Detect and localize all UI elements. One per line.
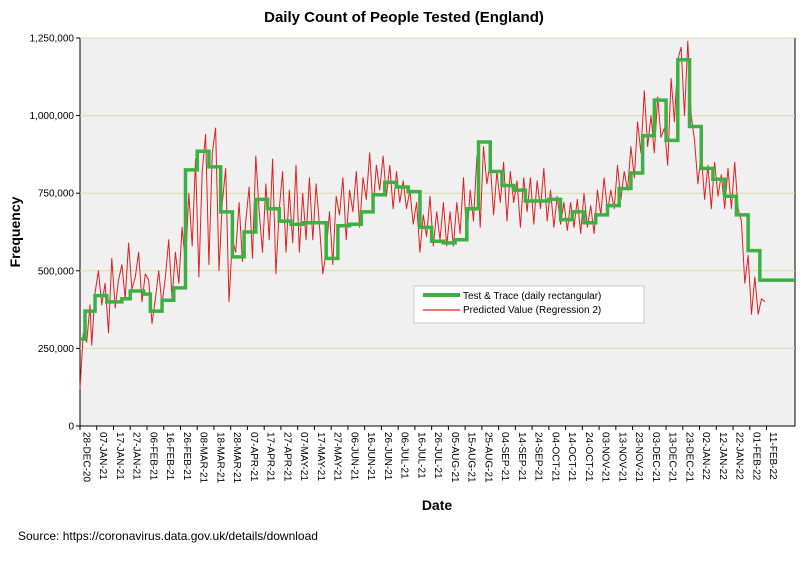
- x-tick-label: 17-APR-21: [265, 432, 276, 482]
- x-tick-label: 23-DEC-21: [683, 432, 694, 482]
- legend-box: [413, 285, 645, 324]
- x-axis: 28-DEC-20 07-JAN-21 17-JAN-21 27-JAN-21 06-F…: [79, 426, 778, 484]
- x-tick-label: 25-AUG-21: [482, 432, 493, 483]
- series-predicted-line: [79, 40, 766, 389]
- x-tick-label: 13-NOV-21: [616, 432, 627, 482]
- x-tick-label: 27-MAY-21: [332, 432, 343, 481]
- x-tick-label: 01-FEB-22: [750, 432, 761, 481]
- y-axis-title: Frequency: [7, 196, 23, 267]
- chart-title: Daily Count of People Tested (England): [264, 9, 544, 26]
- x-tick-label: 24-OCT-21: [583, 432, 594, 482]
- x-tick-label: 14-SEP-21: [516, 432, 527, 481]
- x-tick-label: 06-JUN-21: [348, 432, 359, 481]
- x-tick-label: 04-OCT-21: [549, 432, 560, 482]
- x-tick-label: 26-JUN-21: [382, 432, 393, 481]
- x-tick-label: 16-JUN-21: [365, 432, 376, 481]
- y-axis: 0 250,000 500,000 750,000 1,000,000 1,250,000: [30, 34, 80, 433]
- y-tick-label: 0: [68, 422, 74, 433]
- x-tick-label: 16-JUL-21: [415, 432, 426, 479]
- x-tick-label: 13-DEC-21: [667, 432, 678, 482]
- x-tick-label: 26-FEB-21: [181, 432, 192, 481]
- y-tick-label: 1,000,000: [30, 111, 75, 122]
- x-tick-label: 05-AUG-21: [449, 432, 460, 483]
- series-layer: [79, 40, 795, 389]
- x-tick-label: 07-MAY-21: [298, 432, 309, 481]
- x-tick-label: 27-APR-21: [281, 432, 292, 482]
- y-tick-label: 1,250,000: [30, 34, 75, 45]
- x-tick-label: 22-JAN-22: [734, 432, 745, 480]
- x-tick-label: 03-NOV-21: [600, 432, 611, 482]
- x-tick-label: 07-APR-21: [248, 432, 259, 482]
- x-tick-label: 16-FEB-21: [164, 432, 175, 481]
- x-tick-label: 14-OCT-21: [566, 432, 577, 482]
- y-tick-label: 250,000: [38, 344, 75, 355]
- x-tick-label: 28-DEC-20: [81, 432, 92, 482]
- x-tick-label: 08-MAR-21: [198, 432, 209, 484]
- x-tick-label: 17-JAN-21: [114, 432, 125, 480]
- x-tick-label: 24-SEP-21: [533, 432, 544, 481]
- x-tick-label: 02-JAN-22: [700, 432, 711, 480]
- x-tick-label: 06-JUL-21: [399, 432, 410, 479]
- x-tick-label: 28-MAR-21: [231, 432, 242, 484]
- x-tick-label: 18-MAR-21: [214, 432, 225, 484]
- x-tick-label: 15-AUG-21: [466, 432, 477, 483]
- x-tick-label: 12-JAN-22: [717, 432, 728, 480]
- legend-label-test-trace: Test & Trace (daily rectangular): [463, 291, 601, 302]
- x-tick-label: 06-FEB-21: [147, 432, 158, 481]
- x-tick-label: 27-JAN-21: [131, 432, 142, 480]
- y-tick-label: 500,000: [38, 266, 75, 277]
- x-axis-title: Date: [422, 497, 453, 513]
- x-tick-label: 23-NOV-21: [633, 432, 644, 482]
- x-tick-label: 17-MAY-21: [315, 432, 326, 481]
- legend: Test & Trace (daily rectangular) Predict…: [413, 285, 645, 324]
- x-tick-label: 03-DEC-21: [650, 432, 661, 482]
- x-tick-label: 26-JUL-21: [432, 432, 443, 479]
- legend-label-predicted: Predicted Value (Regression 2): [463, 305, 601, 316]
- x-tick-label: 11-FEB-22: [767, 432, 778, 480]
- y-tick-label: 750,000: [38, 189, 75, 200]
- x-tick-label: 04-SEP-21: [499, 432, 510, 481]
- series-test-trace-step: [80, 57, 795, 341]
- source-note: Source: https://coronavirus.data.gov.uk/…: [18, 529, 318, 543]
- x-tick-label: 07-JAN-21: [97, 432, 108, 480]
